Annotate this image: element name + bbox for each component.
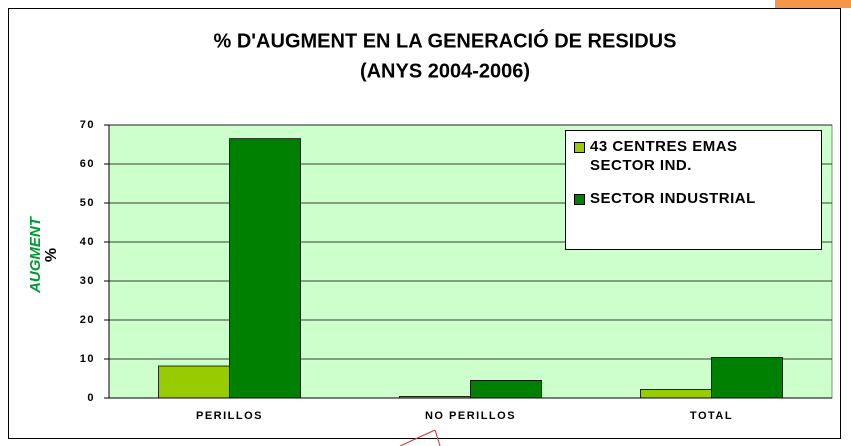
arrow <box>399 429 436 446</box>
y-tick-label: 50 <box>80 197 95 209</box>
bar <box>470 380 542 399</box>
y-tick-label: 20 <box>80 314 95 326</box>
y-tick-label: 10 <box>80 353 95 365</box>
x-tick-label: PERILLOS <box>196 410 263 422</box>
decoration <box>775 0 851 8</box>
chart-title: % D'AUGMENT EN LA GENERACIÓ DE RESIDUS <box>214 28 677 52</box>
y-tick-label: 70 <box>80 119 95 131</box>
legend-swatch <box>574 142 585 153</box>
bar <box>711 357 783 399</box>
y-tick-label: 0 <box>87 392 95 404</box>
chart-title: (ANYS 2004-2006) <box>360 60 530 82</box>
x-tick-label: TOTAL <box>690 410 733 422</box>
legend-label: SECTOR INDUSTRIAL <box>590 190 756 207</box>
bar <box>640 389 712 399</box>
legend-entry: 43 CENTRES EMAS SECTOR IND. <box>574 137 813 175</box>
y-axis-label: AUGMENT <box>27 215 44 294</box>
y-tick-label: 60 <box>80 158 95 170</box>
y-tick-label: 40 <box>80 236 95 248</box>
legend-swatch <box>574 194 585 205</box>
arrow <box>434 429 441 446</box>
legend-label: 43 CENTRES EMAS SECTOR IND. <box>590 138 738 174</box>
y-tick-label: 30 <box>80 275 95 287</box>
legend: 43 CENTRES EMAS SECTOR IND. SECTOR INDUST… <box>565 130 822 250</box>
bar <box>158 365 230 399</box>
legend-entry: SECTOR INDUSTRIAL <box>574 189 813 208</box>
x-tick-label: NO PERILLOS <box>425 410 516 422</box>
y-axis-unit: % <box>43 248 60 262</box>
bar <box>229 138 301 399</box>
